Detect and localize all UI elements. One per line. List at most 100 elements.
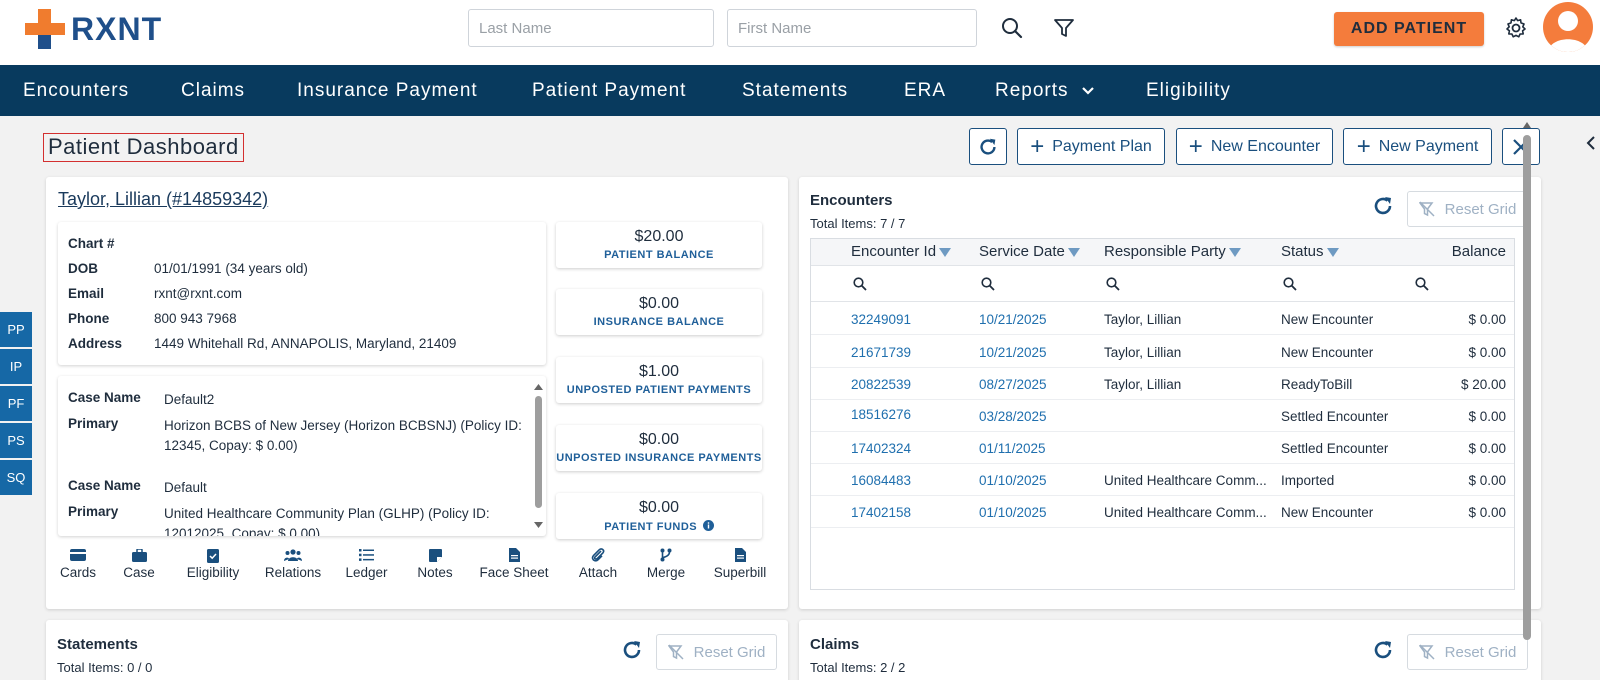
action-case[interactable]: Case xyxy=(121,545,157,580)
payment-plan-button[interactable]: + Payment Plan xyxy=(1017,128,1165,165)
info-label: Chart # xyxy=(68,236,115,251)
info-value: 01/01/1991 (34 years old) xyxy=(154,261,308,276)
side-tab-ps[interactable]: PS xyxy=(0,423,32,458)
encounter-id-link[interactable]: 20822539 xyxy=(851,377,912,392)
action-superbill[interactable]: Superbill xyxy=(712,545,768,580)
encounter-id-link-highlighted[interactable]: 18516276 xyxy=(851,407,916,422)
patient-funds-tile[interactable]: $0.00 PATIENT FUNDS xyxy=(556,493,762,539)
nav-claims[interactable]: Claims xyxy=(181,80,246,101)
close-dashboard-button[interactable] xyxy=(1502,128,1540,165)
side-tab-pp[interactable]: PP xyxy=(0,312,32,347)
page-scrollbar[interactable] xyxy=(1521,120,1533,680)
side-tab-sq[interactable]: SQ xyxy=(0,460,32,495)
info-label: Email xyxy=(68,286,105,301)
table-row[interactable]: 21671739 10/21/2025 Taylor, Lillian New … xyxy=(811,336,1514,368)
service-date-link[interactable]: 01/10/2025 xyxy=(979,473,1047,488)
search-icon[interactable] xyxy=(1106,277,1120,291)
new-encounter-button[interactable]: + New Encounter xyxy=(1176,128,1333,165)
action-face-sheet[interactable]: Face Sheet xyxy=(478,545,550,580)
table-row[interactable]: 17402324 01/11/2025 Settled Encounter $ … xyxy=(811,432,1514,464)
col-responsible-party[interactable]: Responsible Party xyxy=(1104,243,1241,260)
case-scrollbar[interactable] xyxy=(534,384,543,528)
table-row[interactable]: 32249091 10/21/2025 Taylor, Lillian New … xyxy=(811,303,1514,335)
table-row[interactable]: 16084483 01/10/2025 United Healthcare Co… xyxy=(811,464,1514,496)
responsible-party: Taylor, Lillian xyxy=(1104,312,1182,327)
nav-statements[interactable]: Statements xyxy=(742,80,849,101)
patient-name-link[interactable]: Taylor, Lillian (#14859342) xyxy=(58,189,269,209)
col-encounter-id[interactable]: Encounter Id xyxy=(851,243,952,260)
rxnt-logo[interactable]: RXNT xyxy=(25,9,162,49)
new-payment-button[interactable]: + New Payment xyxy=(1343,128,1492,165)
user-avatar[interactable] xyxy=(1543,2,1593,52)
service-date-link[interactable]: 01/11/2025 xyxy=(979,441,1046,456)
action-label: Cards xyxy=(59,565,96,580)
side-tab-pf[interactable]: PF xyxy=(0,386,32,421)
encounters-total: Total Items: 7 / 7 xyxy=(810,216,906,231)
statements-refresh-button[interactable] xyxy=(620,638,646,664)
insurance-balance-tile[interactable]: $0.00 INSURANCE BALANCE xyxy=(556,289,762,335)
nav-encounters[interactable]: Encounters xyxy=(23,80,130,101)
patient-balance-tile[interactable]: $20.00 PATIENT BALANCE xyxy=(556,222,762,268)
column-filter-icon[interactable] xyxy=(939,247,952,257)
claims-refresh-button[interactable] xyxy=(1371,638,1397,664)
claims-reset-grid-button[interactable]: Reset Grid xyxy=(1407,634,1528,670)
search-icon[interactable] xyxy=(853,277,867,291)
info-icon[interactable] xyxy=(702,520,714,531)
service-date-link[interactable]: 08/27/2025 xyxy=(979,377,1047,392)
action-eligibility[interactable]: Eligibility xyxy=(183,545,243,580)
col-status[interactable]: Status xyxy=(1281,243,1339,260)
last-name-input[interactable] xyxy=(468,9,714,47)
encounter-id-link[interactable]: 32249091 xyxy=(851,312,912,327)
column-filter-icon[interactable] xyxy=(1067,247,1080,257)
table-row[interactable]: 18516276 03/28/2025 Settled Encounter $ … xyxy=(811,400,1514,432)
search-icon[interactable] xyxy=(998,14,1026,42)
nav-reports[interactable]: Reports xyxy=(995,65,1095,116)
encounters-refresh-button[interactable] xyxy=(1371,194,1397,220)
action-label: Ledger xyxy=(345,565,388,580)
nav-patient-payment[interactable]: Patient Payment xyxy=(532,80,687,101)
search-icon[interactable] xyxy=(1415,277,1429,291)
col-service-date[interactable]: Service Date xyxy=(979,243,1080,260)
balance-caption: PATIENT BALANCE xyxy=(604,249,714,261)
gear-icon[interactable] xyxy=(1502,14,1530,42)
action-label: Superbill xyxy=(713,565,767,580)
table-row[interactable]: 17402158 01/10/2025 United Healthcare Co… xyxy=(811,496,1514,528)
action-merge[interactable]: Merge xyxy=(644,545,688,580)
first-name-input[interactable] xyxy=(727,9,977,47)
action-ledger[interactable]: Ledger xyxy=(344,545,389,580)
unposted-insurance-payments-tile[interactable]: $0.00 UNPOSTED INSURANCE PAYMENTS xyxy=(556,425,762,471)
chevron-left-icon[interactable] xyxy=(1585,135,1597,151)
action-cards[interactable]: Cards xyxy=(58,545,98,580)
nav-insurance-payment[interactable]: Insurance Payment xyxy=(297,80,478,101)
search-icon[interactable] xyxy=(1283,277,1297,291)
column-filter-icon[interactable] xyxy=(1228,247,1241,257)
add-patient-button[interactable]: ADD PATIENT xyxy=(1334,12,1484,46)
nav-eligibility[interactable]: Eligibility xyxy=(1146,80,1231,101)
document-icon xyxy=(508,548,520,562)
service-date-link[interactable]: 03/28/2025 xyxy=(979,409,1047,424)
refresh-dashboard-button[interactable] xyxy=(969,128,1007,165)
service-date-link[interactable]: 10/21/2025 xyxy=(979,312,1047,327)
service-date-link[interactable]: 10/21/2025 xyxy=(979,345,1047,360)
balance-caption: UNPOSTED PATIENT PAYMENTS xyxy=(566,384,752,396)
action-notes[interactable]: Notes xyxy=(415,545,455,580)
encounter-id-link[interactable]: 16084483 xyxy=(851,473,912,488)
action-relations[interactable]: Relations xyxy=(262,545,324,580)
column-filter-icon[interactable] xyxy=(1326,247,1339,257)
col-balance[interactable]: Balance xyxy=(1452,243,1506,260)
encounter-id-link[interactable]: 17402158 xyxy=(851,505,912,520)
encounter-id-link[interactable]: 21671739 xyxy=(851,345,912,360)
unposted-patient-payments-tile[interactable]: $1.00 UNPOSTED PATIENT PAYMENTS xyxy=(556,357,762,403)
info-value: 800 943 7968 xyxy=(154,311,237,326)
search-icon[interactable] xyxy=(981,277,995,291)
encounter-id-link[interactable]: 17402324 xyxy=(851,441,912,456)
action-attach[interactable]: Attach xyxy=(576,545,620,580)
side-tab-ip[interactable]: IP xyxy=(0,349,32,384)
table-row[interactable]: 20822539 08/27/2025 Taylor, Lillian Read… xyxy=(811,368,1514,400)
filter-icon[interactable] xyxy=(1050,14,1078,42)
nav-era[interactable]: ERA xyxy=(904,80,947,101)
statements-reset-grid-button[interactable]: Reset Grid xyxy=(656,634,777,670)
balance-amount: $1.00 xyxy=(638,363,680,380)
service-date-link[interactable]: 01/10/2025 xyxy=(979,505,1047,520)
encounters-reset-grid-button[interactable]: Reset Grid xyxy=(1407,191,1528,227)
